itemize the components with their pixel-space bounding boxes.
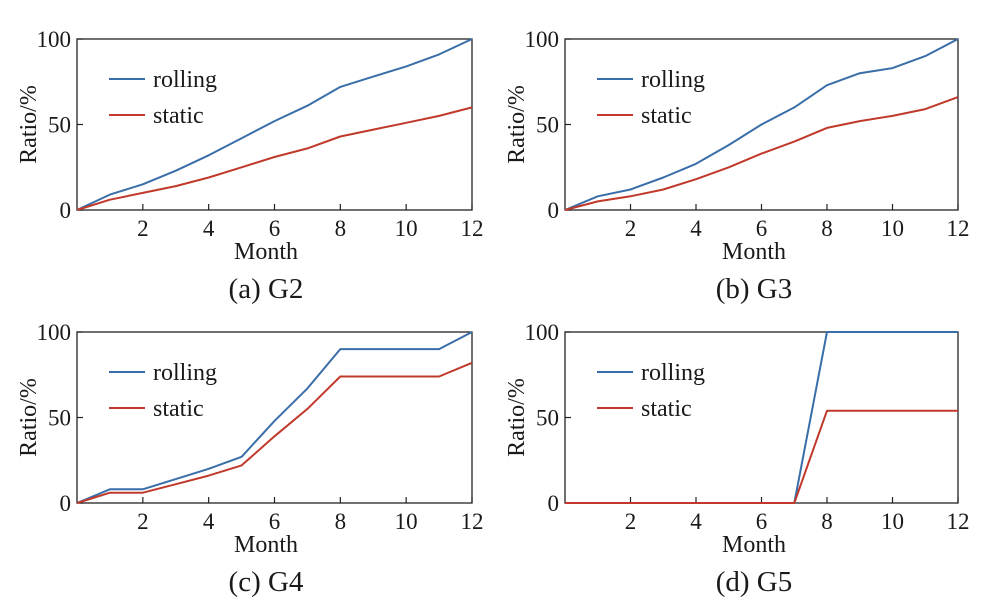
y-tick-label: 0 — [60, 198, 72, 223]
legend-label-rolling: rolling — [641, 67, 705, 93]
x-tick-label: 4 — [203, 509, 215, 534]
chart-panel-2: 2 4 6 8 10 12 0 50 100 rolling static Month Ratio/% (… — [504, 27, 970, 305]
y-tick-label: 50 — [536, 113, 559, 138]
x-tick-label: 12 — [947, 216, 970, 241]
chart-panel-4: 2 4 6 8 10 12 0 50 100 rolling static Month Ratio/% (… — [504, 320, 970, 598]
x-tick-label: 10 — [881, 509, 904, 534]
y-tick-label: 50 — [536, 406, 559, 431]
x-tick-label: 2 — [137, 216, 149, 241]
y-tick-label: 100 — [525, 27, 560, 52]
x-tick-label: 8 — [335, 216, 347, 241]
x-tick-label: 8 — [821, 216, 833, 241]
y-axis-title: Ratio/% — [16, 85, 42, 164]
x-tick-label: 10 — [881, 216, 904, 241]
panel-caption: (c) G4 — [229, 566, 304, 598]
x-axis-title: Month — [234, 239, 298, 265]
legend-label-static: static — [641, 396, 692, 422]
chart-panel-3: 2 4 6 8 10 12 0 50 100 rolling static Month Ratio/% (… — [16, 320, 484, 598]
y-tick-label: 100 — [37, 320, 72, 345]
legend-label-static: static — [153, 103, 204, 129]
x-tick-label: 8 — [335, 509, 347, 534]
x-tick-label: 2 — [625, 216, 637, 241]
y-axis-title: Ratio/% — [504, 85, 530, 164]
x-axis-title: Month — [234, 532, 298, 558]
x-tick-label: 6 — [756, 216, 768, 241]
panel-caption: (b) G3 — [716, 273, 793, 305]
x-tick-label: 2 — [137, 509, 149, 534]
x-tick-label: 8 — [821, 509, 833, 534]
y-tick-label: 100 — [525, 320, 560, 345]
x-tick-label: 4 — [203, 216, 215, 241]
y-tick-label: 0 — [60, 491, 72, 516]
x-tick-label: 12 — [947, 509, 970, 534]
legend-label-static: static — [153, 396, 204, 422]
x-axis-title: Month — [722, 532, 786, 558]
legend-label-rolling: rolling — [641, 360, 705, 386]
x-tick-label: 6 — [269, 216, 281, 241]
y-axis-title: Ratio/% — [504, 378, 530, 457]
x-tick-label: 12 — [461, 216, 484, 241]
series-line-static — [76, 361, 473, 504]
series-line-static — [565, 409, 958, 504]
y-tick-label: 50 — [48, 406, 71, 431]
series-line-rolling — [76, 331, 473, 504]
x-tick-label: 4 — [690, 216, 702, 241]
plot-frame — [564, 331, 959, 504]
series-line-rolling — [76, 38, 473, 211]
series-line-static — [76, 106, 473, 211]
x-tick-label: 4 — [690, 509, 702, 534]
x-axis-title: Month — [722, 239, 786, 265]
series-line-static — [564, 96, 959, 211]
x-tick-label: 6 — [269, 509, 281, 534]
y-tick-label: 50 — [48, 113, 71, 138]
y-axis-title: Ratio/% — [16, 378, 42, 457]
legend-label-rolling: rolling — [153, 67, 217, 93]
legend-label-rolling: rolling — [153, 360, 217, 386]
legend-label-static: static — [641, 103, 692, 129]
chart-panel-1: 2 4 6 8 10 12 0 50 100 rolling static Month Ratio/% (… — [16, 27, 484, 305]
series-line-rolling — [565, 331, 958, 504]
series-line-rolling — [564, 38, 959, 211]
plot-frame — [76, 331, 473, 504]
y-tick-label: 0 — [548, 198, 560, 223]
x-tick-label: 12 — [461, 509, 484, 534]
y-tick-label: 0 — [548, 491, 560, 516]
panel-caption: (a) G2 — [229, 273, 304, 305]
x-tick-label: 10 — [395, 216, 418, 241]
panel-caption: (d) G5 — [716, 566, 793, 598]
x-tick-label: 6 — [756, 509, 768, 534]
y-tick-label: 100 — [37, 27, 72, 52]
x-tick-label: 2 — [625, 509, 637, 534]
x-tick-label: 10 — [395, 509, 418, 534]
